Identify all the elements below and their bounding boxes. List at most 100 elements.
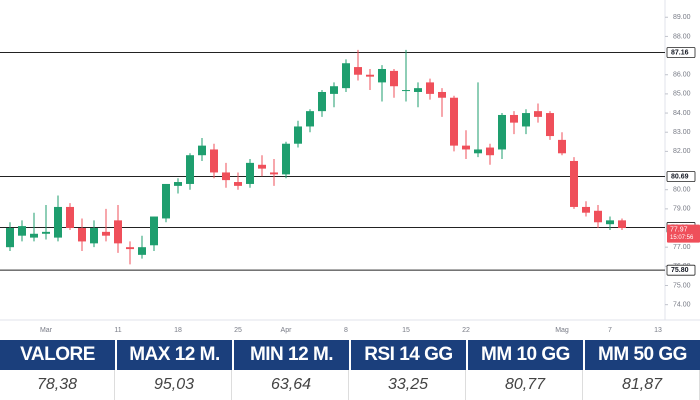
header-cell: MAX 12 M. bbox=[117, 340, 232, 370]
candle-body bbox=[126, 247, 134, 250]
candle-body bbox=[78, 228, 86, 242]
x-tick-label: 22 bbox=[462, 327, 470, 334]
header-cell: RSI 14 GG bbox=[351, 340, 466, 370]
candle-body bbox=[174, 182, 182, 186]
value-cell: 80,77 bbox=[468, 370, 583, 400]
y-tick-label: 86.00 bbox=[673, 72, 691, 79]
candle-body bbox=[414, 88, 422, 92]
y-tick-label: 88.00 bbox=[673, 33, 691, 40]
candle-body bbox=[42, 231, 50, 234]
candle-body bbox=[294, 126, 302, 144]
candle-body bbox=[570, 160, 578, 207]
value-cell: 81,87 bbox=[585, 370, 700, 400]
x-tick-label: 15 bbox=[402, 327, 410, 334]
candle-body bbox=[510, 114, 518, 123]
candle-body bbox=[438, 91, 446, 98]
candle-body bbox=[342, 63, 350, 89]
stats-table: VALORE MAX 12 M. MIN 12 M. RSI 14 GG MM … bbox=[0, 340, 700, 400]
x-tick-label: 8 bbox=[344, 327, 348, 334]
header-cell: MM 50 GG bbox=[585, 340, 700, 370]
y-tick-label: 77.00 bbox=[673, 244, 691, 251]
value-cell: 95,03 bbox=[117, 370, 232, 400]
x-tick-label: 25 bbox=[234, 327, 242, 334]
candle-body bbox=[582, 206, 590, 213]
candle-body bbox=[54, 206, 62, 238]
candle-body bbox=[474, 149, 482, 154]
candle-body bbox=[498, 114, 506, 150]
y-tick-label: 84.00 bbox=[673, 110, 691, 117]
x-tick-label: 13 bbox=[654, 327, 662, 334]
value-cell: 63,64 bbox=[234, 370, 349, 400]
candle-body bbox=[486, 147, 494, 156]
candle-body bbox=[210, 149, 218, 173]
candle-body bbox=[150, 216, 158, 246]
candle-body bbox=[426, 82, 434, 94]
candle-body bbox=[198, 145, 206, 156]
y-tick-label: 89.00 bbox=[673, 14, 691, 21]
candle-body bbox=[462, 145, 470, 150]
price-line-label: 75.80 bbox=[671, 267, 689, 274]
x-tick-label: 11 bbox=[114, 327, 121, 334]
candle-body bbox=[450, 97, 458, 146]
x-tick-label: Mag bbox=[555, 327, 569, 334]
y-tick-label: 85.00 bbox=[673, 91, 691, 98]
candle-body bbox=[270, 172, 278, 175]
current-price: 77.97 bbox=[670, 226, 688, 233]
candle-body bbox=[186, 155, 194, 184]
candle-body bbox=[258, 164, 266, 169]
candle-body bbox=[594, 210, 602, 223]
value-cell: 33,25 bbox=[351, 370, 466, 400]
y-tick-label: 79.00 bbox=[673, 206, 691, 213]
candle-body bbox=[390, 70, 398, 87]
candle-body bbox=[606, 220, 614, 225]
price-label-box bbox=[666, 47, 696, 58]
candle-body bbox=[558, 139, 566, 154]
candle-body bbox=[546, 113, 554, 137]
candle-body bbox=[330, 86, 338, 94]
candle-body bbox=[234, 182, 242, 186]
countdown: 15:07:56 bbox=[670, 235, 694, 241]
x-tick-label: 18 bbox=[174, 327, 182, 334]
candle-body bbox=[306, 111, 314, 127]
header-cell: MIN 12 M. bbox=[234, 340, 349, 370]
y-tick-label: 74.00 bbox=[673, 302, 691, 309]
price-label-box bbox=[666, 264, 696, 276]
candle-body bbox=[30, 233, 38, 238]
candle-body bbox=[282, 143, 290, 175]
candle-body bbox=[138, 247, 146, 255]
price-line-label: 80.69 bbox=[671, 173, 689, 180]
y-tick-label: 82.00 bbox=[673, 148, 691, 155]
candle-body bbox=[366, 74, 374, 77]
candle-body bbox=[318, 91, 326, 112]
price-line-label: 87.16 bbox=[671, 49, 689, 56]
candle-body bbox=[402, 90, 410, 92]
header-cell: VALORE bbox=[0, 340, 115, 370]
x-tick-label: Apr bbox=[281, 327, 293, 334]
candle-body bbox=[102, 231, 110, 236]
x-tick-label: Mar bbox=[40, 327, 53, 334]
candle-body bbox=[6, 228, 14, 248]
current-price-box bbox=[667, 224, 700, 243]
candle-body bbox=[162, 183, 170, 219]
value-cell: 78,38 bbox=[0, 370, 115, 400]
candle-body bbox=[522, 113, 530, 127]
candle-body bbox=[222, 172, 230, 181]
candle-body bbox=[66, 206, 74, 229]
y-tick-label: 75.00 bbox=[673, 282, 691, 289]
candle-body bbox=[378, 68, 386, 83]
candle-body bbox=[354, 67, 362, 75]
y-tick-label: 83.00 bbox=[673, 129, 691, 136]
candle-body bbox=[114, 220, 122, 244]
candle-body bbox=[246, 162, 254, 184]
y-tick-label: 80.00 bbox=[673, 187, 691, 194]
price-label-box bbox=[666, 171, 696, 182]
candle-body bbox=[534, 111, 542, 117]
chart: 89.00 88.00 86.00 85.00 84.00 83.00 82.00 80.00… bbox=[0, 0, 700, 334]
candle-body bbox=[618, 220, 626, 229]
candle-body bbox=[90, 228, 98, 244]
x-tick-label: 7 bbox=[608, 327, 612, 334]
header-cell: MM 10 GG bbox=[468, 340, 583, 370]
candle-body bbox=[18, 226, 26, 236]
